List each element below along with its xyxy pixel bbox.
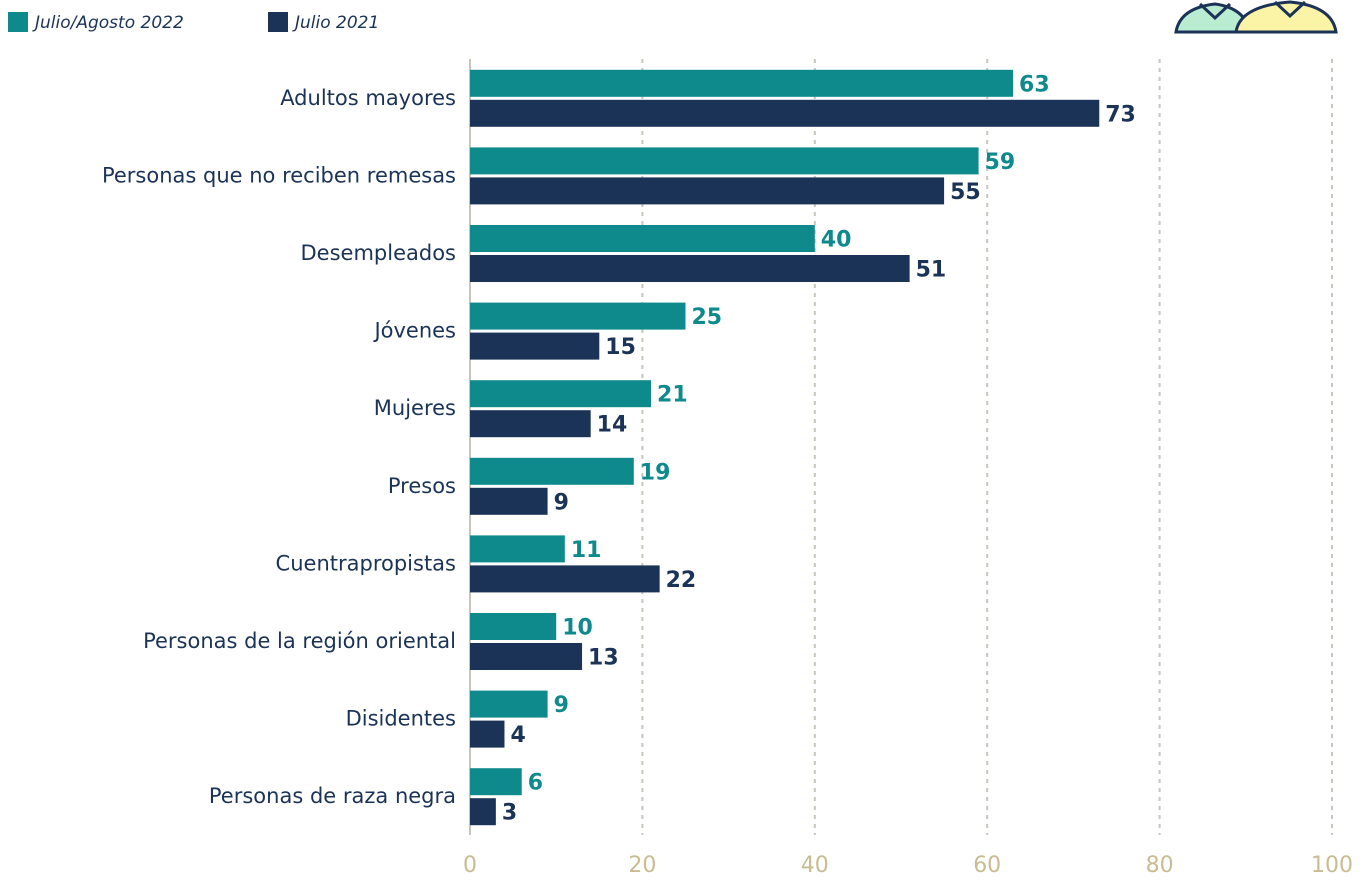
bar (470, 302, 686, 330)
y-tick-label: Cuentrapropistas (276, 551, 456, 575)
bar (470, 613, 557, 640)
x-tick-label: 40 (801, 853, 829, 878)
bar (470, 798, 496, 826)
y-tick-label: Mujeres (374, 396, 456, 420)
y-tick-label: Personas de raza negra (209, 784, 456, 808)
value-label: 4 (510, 723, 525, 748)
value-label: 14 (597, 413, 628, 438)
value-label: 13 (588, 646, 619, 671)
bar (470, 255, 910, 282)
bar (470, 147, 979, 175)
y-tick-label: Adultos mayores (280, 86, 456, 110)
value-label: 40 (821, 228, 852, 253)
value-label: 19 (640, 460, 671, 485)
value-label: 9 (554, 490, 569, 515)
x-tick-label: 20 (628, 853, 656, 878)
value-label: 3 (502, 801, 517, 826)
value-label: 73 (1105, 102, 1136, 127)
bar (470, 535, 565, 563)
value-label: 55 (950, 180, 981, 205)
value-label: 21 (657, 383, 688, 408)
bar (470, 690, 548, 718)
y-tick-label: Personas que no reciben remesas (102, 163, 456, 187)
y-tick-label: Disidentes (346, 707, 456, 731)
value-label: 6 (528, 771, 543, 796)
x-tick-label: 100 (1311, 853, 1353, 878)
bar (470, 457, 634, 485)
bar (470, 332, 600, 360)
value-label: 9 (554, 693, 569, 718)
legend-swatch (8, 12, 28, 32)
bar (470, 565, 660, 593)
legend-swatch (268, 12, 288, 32)
bar (470, 643, 583, 670)
value-label: 51 (916, 258, 947, 283)
x-tick-label: 0 (463, 853, 477, 878)
value-label: 15 (605, 335, 636, 360)
y-tick-label: Jóvenes (372, 319, 456, 343)
value-label: 22 (666, 568, 697, 593)
bar (470, 768, 522, 796)
bar (470, 69, 1014, 97)
bar (470, 410, 591, 438)
value-label: 10 (562, 616, 593, 641)
y-tick-label: Presos (388, 474, 456, 498)
bar (470, 99, 1100, 127)
bar (470, 225, 815, 252)
y-tick-label: Personas de la región oriental (143, 629, 456, 653)
value-label: 59 (985, 150, 1016, 175)
icon (1174, 0, 1338, 34)
value-label: 11 (571, 538, 602, 563)
legend-label: Julio/Agosto 2022 (32, 13, 184, 33)
x-tick-label: 80 (1146, 853, 1174, 878)
value-label: 25 (692, 305, 723, 330)
bar (470, 380, 652, 408)
bar (470, 487, 548, 515)
x-tick-label: 60 (973, 853, 1001, 878)
bar (470, 720, 505, 748)
bar (470, 177, 945, 205)
value-label: 63 (1019, 72, 1050, 97)
y-tick-label: Desempleados (301, 241, 456, 265)
legend-label: Julio 2021 (292, 13, 379, 33)
